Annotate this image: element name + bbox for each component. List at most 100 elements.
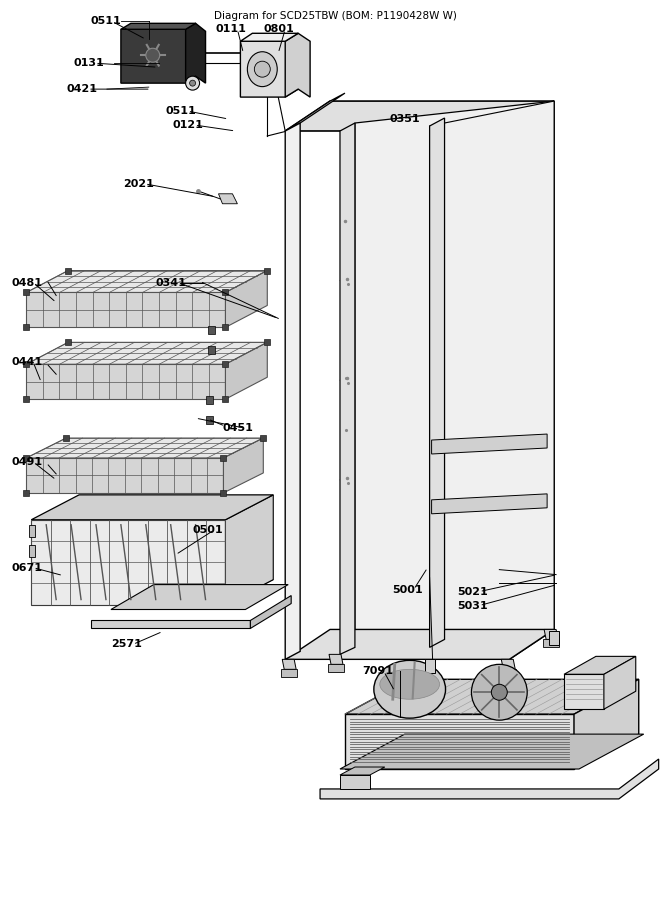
Polygon shape [564,656,635,674]
Polygon shape [501,660,515,670]
Polygon shape [285,33,310,97]
Polygon shape [429,101,554,647]
Polygon shape [345,715,574,769]
Bar [260,435,266,441]
Bar [223,361,228,367]
Bar [264,339,270,346]
Polygon shape [250,596,291,628]
Polygon shape [111,585,289,609]
Polygon shape [26,458,223,493]
Text: 0451: 0451 [223,423,254,433]
Text: 0121: 0121 [172,120,203,130]
Ellipse shape [248,51,277,86]
Bar [23,324,30,330]
Polygon shape [328,664,344,672]
Polygon shape [26,438,263,458]
Polygon shape [121,23,195,83]
Polygon shape [429,118,445,647]
Polygon shape [285,101,554,131]
Bar [205,416,213,424]
Polygon shape [285,123,300,660]
Text: 5031: 5031 [458,600,488,610]
Bar [63,435,69,441]
Polygon shape [225,342,267,400]
Text: 0351: 0351 [390,114,421,124]
Bar [23,290,30,295]
Polygon shape [282,660,296,670]
Bar [65,267,71,274]
Text: 0131: 0131 [73,58,104,68]
Bar [23,455,30,461]
Circle shape [254,61,270,77]
Polygon shape [240,33,298,41]
Polygon shape [281,670,297,678]
Bar [23,361,30,367]
Polygon shape [501,670,516,678]
Polygon shape [329,654,343,664]
Text: 5001: 5001 [392,585,422,595]
Polygon shape [574,680,639,769]
Bar [223,290,228,295]
Text: 7091: 7091 [362,666,393,676]
Bar [30,525,36,536]
Circle shape [190,80,195,86]
Polygon shape [91,620,250,628]
Polygon shape [604,656,635,709]
Polygon shape [549,632,559,645]
Polygon shape [509,101,554,660]
Text: Diagram for SCD25TBW (BOM: P1190428W W): Diagram for SCD25TBW (BOM: P1190428W W) [213,12,456,22]
Ellipse shape [374,661,446,718]
Bar [223,396,228,402]
Polygon shape [186,23,205,83]
Bar [205,396,213,404]
Polygon shape [121,23,195,30]
Bar [23,490,30,496]
Text: 5021: 5021 [458,587,488,597]
Polygon shape [340,767,384,775]
Polygon shape [26,364,225,400]
Circle shape [472,664,527,720]
Text: 0511: 0511 [166,106,197,116]
Polygon shape [26,271,267,292]
Polygon shape [355,101,554,647]
Polygon shape [285,93,345,131]
Polygon shape [219,194,238,203]
Polygon shape [26,292,225,328]
Bar [30,544,36,557]
Bar [221,455,226,461]
Text: 0501: 0501 [193,525,223,535]
Text: 0421: 0421 [66,84,97,94]
Bar [223,324,228,330]
Polygon shape [543,639,559,647]
Polygon shape [340,734,643,769]
Text: 0111: 0111 [215,24,246,34]
Text: 0511: 0511 [90,16,121,26]
Bar [65,339,71,346]
Bar [264,267,270,274]
Polygon shape [285,629,554,660]
Text: 0801: 0801 [263,24,294,34]
Polygon shape [425,660,435,673]
Polygon shape [225,271,267,328]
Polygon shape [340,775,370,789]
Ellipse shape [380,670,440,699]
Text: 0441: 0441 [11,357,42,367]
Polygon shape [32,580,273,605]
Circle shape [146,49,160,62]
Polygon shape [431,494,547,514]
Polygon shape [225,495,273,605]
Circle shape [186,76,199,90]
Polygon shape [26,342,267,364]
Bar [207,346,215,355]
Polygon shape [564,674,604,709]
Polygon shape [320,759,659,799]
Bar [23,396,30,402]
Circle shape [491,684,507,700]
Bar [207,327,215,335]
Polygon shape [240,33,298,97]
Polygon shape [32,520,225,605]
Polygon shape [544,629,558,639]
Polygon shape [340,123,355,654]
Polygon shape [431,434,547,454]
Polygon shape [223,438,263,493]
